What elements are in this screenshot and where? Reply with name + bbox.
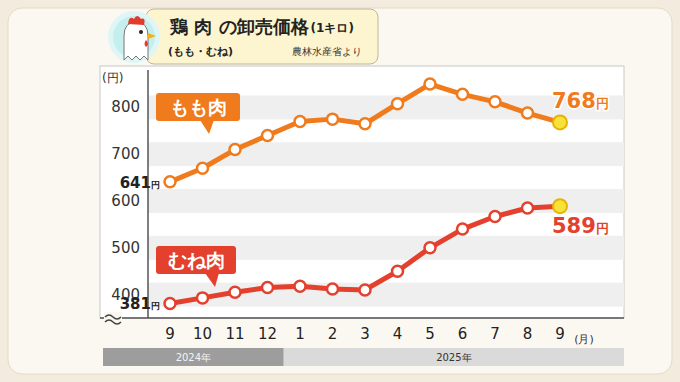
callout-box: [156, 93, 240, 121]
grid-band: [148, 189, 624, 213]
data-label: 381円: [120, 295, 160, 313]
series-name: むね肉: [168, 249, 225, 271]
x-tick-label: 4: [393, 325, 403, 343]
marker: [230, 287, 241, 298]
x-tick-label: 2: [328, 325, 338, 343]
icon-eye: [139, 30, 143, 34]
year-label: 2024年: [176, 352, 211, 363]
data-label-unit: 円: [151, 180, 160, 190]
data-label-unit: 円: [596, 96, 609, 111]
x-tick-label: 3: [360, 325, 370, 343]
y-tick-label: 600: [111, 192, 140, 210]
callout-tail: [205, 273, 219, 287]
plot-frame: [100, 66, 624, 318]
marker: [230, 144, 241, 155]
x-tick-label: 6: [458, 325, 468, 343]
x-tick-label: 9: [555, 325, 565, 343]
callout-box: [156, 246, 236, 274]
marker: [522, 203, 533, 214]
icon-wattle: [145, 40, 149, 47]
x-label: (月): [574, 333, 594, 346]
x-axis: [100, 317, 624, 319]
title-note: (1キロ): [311, 21, 354, 35]
title: 鶏 肉 の卸売価格: [169, 16, 310, 37]
plot-marks: [165, 79, 568, 309]
y-tick-label: 500: [111, 239, 140, 257]
marker: [522, 108, 533, 119]
data-label-unit: 円: [596, 221, 609, 236]
chart: 400500600700800(円)9101112123456789(月)202…: [0, 0, 680, 382]
x-tick-label: 9: [165, 325, 175, 343]
marker: [553, 115, 567, 129]
year-label: 2025年: [436, 352, 471, 363]
marker: [197, 163, 208, 174]
marker: [360, 118, 371, 129]
marker: [327, 114, 338, 125]
marker: [392, 266, 403, 277]
panel: [8, 8, 672, 374]
marker: [295, 281, 306, 292]
y-label: (円): [102, 71, 123, 85]
data-label: 589円: [552, 214, 609, 238]
x-tick-label: 12: [258, 325, 277, 343]
marker: [553, 199, 567, 213]
marker: [425, 242, 436, 253]
data-label: 768円: [552, 89, 609, 113]
icon-comb: [128, 16, 145, 25]
marker: [457, 224, 468, 235]
y-axis: [147, 70, 149, 318]
x-tick-label: 7: [490, 325, 500, 343]
x-tick-label: 5: [425, 325, 435, 343]
data-label-number: 768: [552, 89, 596, 113]
y-tick-label: 800: [111, 98, 140, 116]
marker: [262, 282, 273, 293]
marker: [392, 98, 403, 109]
grid-band: [148, 142, 624, 166]
series-name: もも肉: [170, 96, 227, 118]
data-label-number: 589: [552, 214, 596, 238]
data-label-unit: 円: [151, 301, 160, 311]
marker: [165, 176, 176, 187]
data-label-number: 641: [120, 174, 151, 192]
year-band: [103, 348, 284, 366]
icon-glow: [108, 11, 160, 63]
marker: [165, 298, 176, 309]
source: 農林水産省より: [292, 46, 362, 57]
data-label-number: 381: [120, 295, 151, 313]
icon-beak: [148, 33, 156, 39]
year-band: [284, 348, 624, 366]
marker: [457, 89, 468, 100]
data-label: 641円: [120, 174, 160, 192]
axis-break-bg: [104, 312, 122, 324]
icon-body: [124, 22, 148, 60]
background: [0, 0, 680, 382]
axis-break: [105, 315, 121, 324]
y-tick-label: 700: [111, 145, 140, 163]
marker: [490, 96, 501, 107]
marker: [197, 292, 208, 303]
marker: [295, 116, 306, 127]
marker: [425, 79, 436, 90]
marker: [327, 283, 338, 294]
x-tick-label: 11: [225, 325, 244, 343]
chicken-icon: [108, 11, 160, 63]
x-tick-label: 1: [295, 325, 305, 343]
marker: [360, 284, 371, 295]
x-tick-label: 10: [193, 325, 212, 343]
marker: [262, 130, 273, 141]
title-box: [146, 9, 378, 64]
x-tick-label: 8: [523, 325, 533, 343]
callout-tail: [200, 120, 214, 134]
marker: [490, 211, 501, 222]
subtitle: (もも・むね): [168, 45, 233, 58]
